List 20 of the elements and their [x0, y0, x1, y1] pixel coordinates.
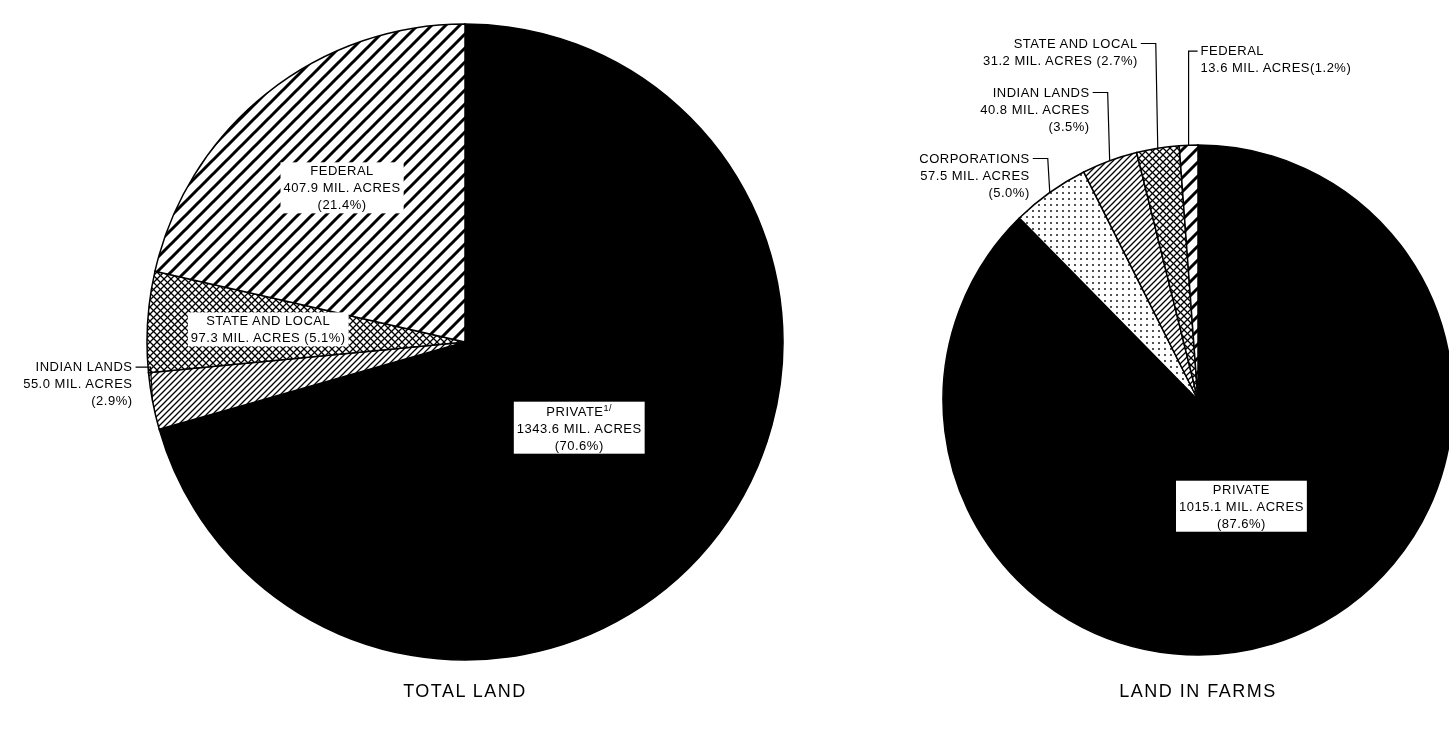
data-label: 57.5 MIL. ACRES (5.0%) — [920, 167, 1030, 200]
slice-label: PRIVATE$^{1/}$ — [546, 402, 613, 419]
data-label: 40.8 MIL. ACRES (3.5%) — [980, 101, 1090, 134]
data-label: 31.2 MIL. ACRES (2.7%) — [982, 52, 1138, 68]
data-label: 13.6 MIL. ACRES(1.2%) — [1200, 60, 1352, 76]
slice-label: INDIAN LANDS — [992, 84, 1090, 100]
slice-label: FEDERAL — [310, 163, 374, 179]
text: TOTAL LAND — [403, 681, 527, 701]
data-label: 407.9 MIL. ACRES (21.4%) — [283, 180, 401, 213]
data-label: 97.3 MIL. ACRES (5.1%) — [190, 330, 346, 346]
slice-label: FEDERAL — [1200, 43, 1265, 59]
data-label: 55.0 MIL. ACRES (2.9%) — [23, 376, 133, 409]
slice-label: PRIVATE — [1212, 481, 1271, 497]
data-label: 1343.6 MIL. ACRES (70.6%) — [516, 420, 642, 453]
slice-label: INDIAN LANDS — [35, 359, 133, 375]
slice-label: STATE AND LOCAL — [206, 313, 331, 329]
text: LAND IN FARMS — [1119, 681, 1277, 701]
data-label: 1015.1 MIL. ACRES (87.6%) — [1179, 498, 1304, 531]
slice-label: CORPORATIONS — [919, 150, 1030, 166]
slice-label: STATE AND LOCAL — [1013, 35, 1138, 51]
